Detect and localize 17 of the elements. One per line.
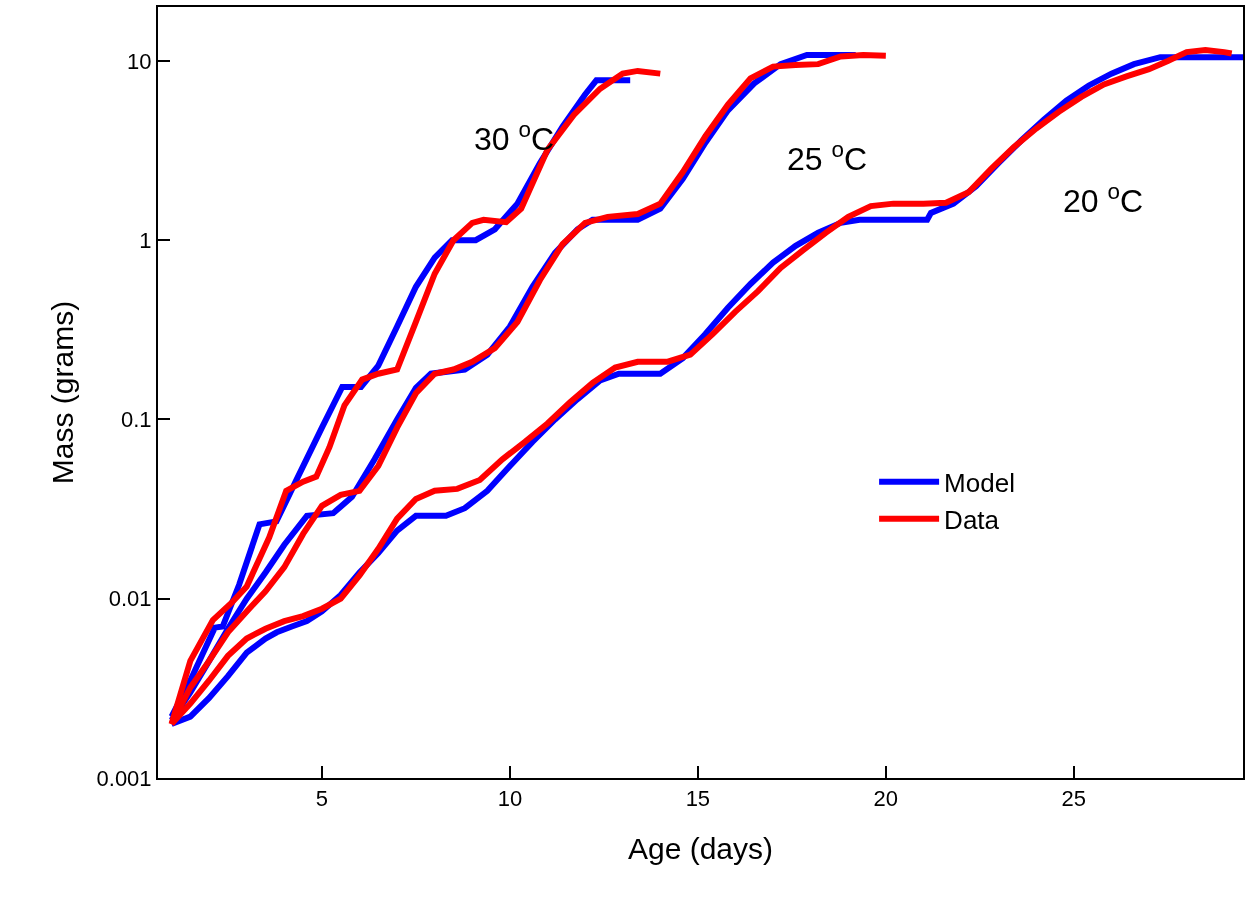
y-tick-label: 1 bbox=[139, 227, 152, 253]
x-tick-label: 10 bbox=[497, 786, 523, 812]
y-tick-label: 0.1 bbox=[121, 407, 152, 433]
y-tick-label: 0.01 bbox=[108, 586, 152, 612]
annotation: 20 $^{o}$C bbox=[1063, 179, 1144, 220]
x-tick-label: 5 bbox=[315, 786, 329, 812]
y-tick-label: 0.001 bbox=[96, 765, 152, 791]
x-axis-title: Age (days) bbox=[627, 832, 774, 866]
x-tick-label: 20 bbox=[873, 786, 899, 812]
legend-label: Model bbox=[944, 467, 1015, 498]
x-tick-label: 25 bbox=[1061, 786, 1087, 812]
annotation: 25 $^{o}$C bbox=[787, 137, 868, 178]
y-axis-title: Mass (grams) bbox=[46, 300, 80, 485]
x-tick-label: 15 bbox=[685, 786, 711, 812]
annotation: 30 $^{o}$C bbox=[474, 117, 555, 158]
legend-label: Data bbox=[944, 504, 1000, 535]
y-tick-label: 10 bbox=[127, 48, 152, 74]
